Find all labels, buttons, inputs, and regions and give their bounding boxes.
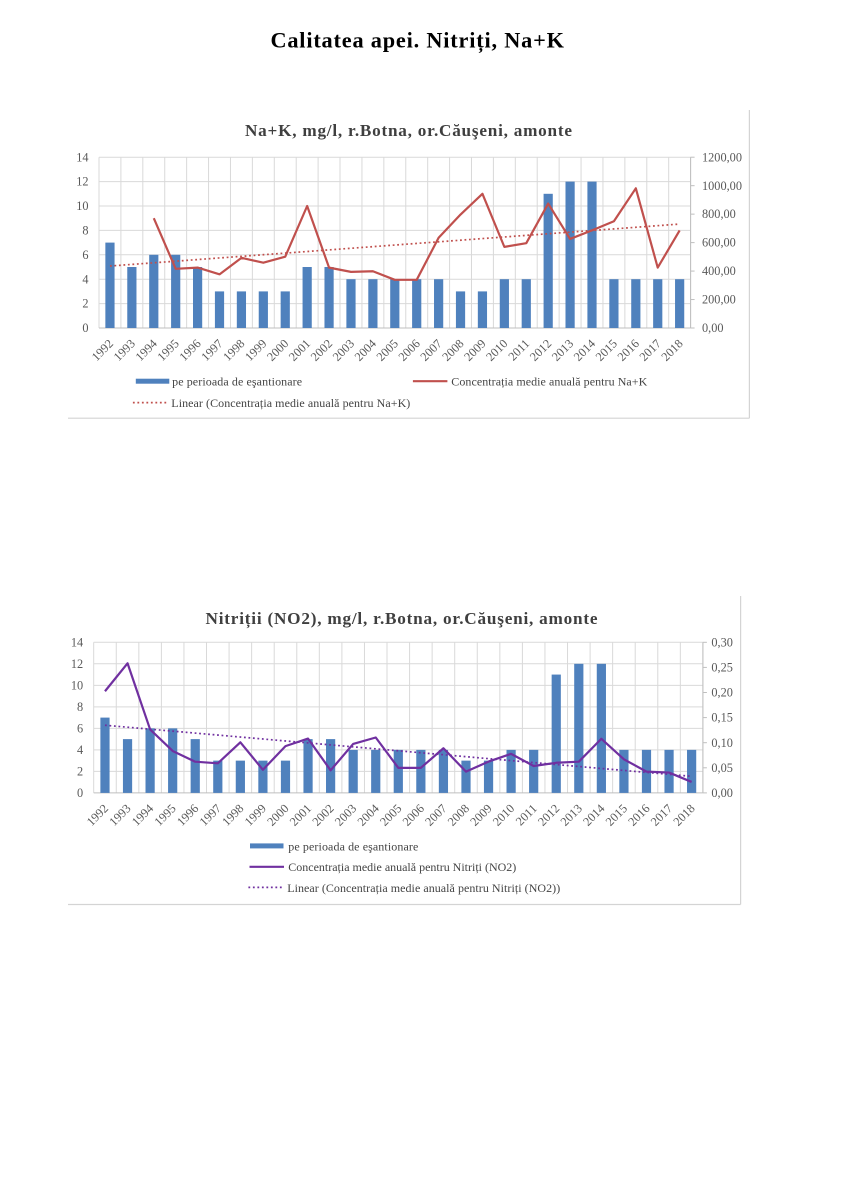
svg-text:12: 12 — [76, 175, 88, 189]
svg-text:2002: 2002 — [309, 801, 336, 828]
svg-text:2: 2 — [77, 764, 83, 778]
svg-text:6: 6 — [82, 248, 88, 262]
svg-text:12: 12 — [71, 657, 83, 671]
svg-text:2009: 2009 — [467, 801, 494, 828]
svg-text:1993: 1993 — [111, 337, 138, 364]
svg-text:0: 0 — [82, 321, 88, 335]
svg-text:1999: 1999 — [242, 801, 269, 828]
svg-text:2008: 2008 — [439, 337, 466, 364]
svg-text:2006: 2006 — [396, 337, 423, 364]
svg-text:1992: 1992 — [84, 801, 111, 828]
svg-text:0,10: 0,10 — [711, 736, 733, 750]
svg-text:0,15: 0,15 — [711, 711, 733, 725]
svg-text:2004: 2004 — [355, 801, 382, 828]
svg-text:2000: 2000 — [264, 801, 291, 828]
svg-text:1995: 1995 — [152, 801, 179, 828]
svg-text:1994: 1994 — [129, 801, 156, 828]
svg-text:1997: 1997 — [198, 337, 225, 364]
svg-text:1998: 1998 — [219, 801, 246, 828]
svg-text:2004: 2004 — [352, 337, 379, 364]
svg-text:2005: 2005 — [374, 337, 401, 364]
svg-text:1999: 1999 — [242, 337, 269, 364]
svg-text:10: 10 — [71, 678, 83, 692]
svg-text:2018: 2018 — [670, 801, 697, 828]
svg-text:2006: 2006 — [400, 801, 427, 828]
svg-text:2002: 2002 — [308, 337, 335, 364]
svg-text:1992: 1992 — [89, 337, 116, 364]
svg-text:4: 4 — [82, 272, 88, 286]
svg-text:0,05: 0,05 — [711, 761, 733, 775]
svg-text:14: 14 — [71, 635, 83, 649]
svg-text:2009: 2009 — [461, 337, 488, 364]
svg-text:2005: 2005 — [377, 801, 404, 828]
svg-text:200,00: 200,00 — [702, 293, 736, 307]
svg-text:2007: 2007 — [422, 801, 449, 828]
svg-text:1993: 1993 — [106, 801, 133, 828]
svg-text:2014: 2014 — [580, 801, 607, 828]
svg-text:2011: 2011 — [505, 337, 532, 364]
svg-text:2013: 2013 — [558, 801, 585, 828]
svg-text:2014: 2014 — [571, 337, 598, 364]
svg-text:0,25: 0,25 — [711, 661, 733, 675]
svg-text:1995: 1995 — [155, 337, 182, 364]
svg-text:Calitatea apei. Nitriți, Na+K: Calitatea apei. Nitriți, Na+K — [270, 28, 564, 54]
svg-text:1000,00: 1000,00 — [702, 179, 742, 193]
svg-text:2003: 2003 — [330, 337, 357, 364]
svg-text:400,00: 400,00 — [702, 264, 736, 278]
svg-text:Linear (Concentrația medie anu: Linear (Concentrația medie anuală pentru… — [287, 881, 560, 895]
svg-text:0: 0 — [77, 786, 83, 800]
svg-text:2016: 2016 — [615, 337, 642, 364]
svg-text:4: 4 — [77, 743, 83, 757]
svg-text:2010: 2010 — [483, 337, 510, 364]
svg-text:14: 14 — [76, 150, 88, 164]
svg-text:2007: 2007 — [417, 337, 444, 364]
svg-text:2015: 2015 — [593, 337, 620, 364]
svg-text:2000: 2000 — [264, 337, 291, 364]
svg-text:Na+K, mg/l, r.Botna, or.Căuşen: Na+K, mg/l, r.Botna, or.Căuşeni, amonte — [245, 121, 572, 140]
svg-text:2012: 2012 — [535, 801, 562, 828]
svg-text:2010: 2010 — [490, 801, 517, 828]
svg-text:800,00: 800,00 — [702, 207, 736, 221]
svg-text:2008: 2008 — [445, 801, 472, 828]
svg-text:1998: 1998 — [220, 337, 247, 364]
svg-text:Nitriții (NO2), mg/l, r.Botna,: Nitriții (NO2), mg/l, r.Botna, or.Căuşen… — [206, 609, 598, 629]
svg-text:2011: 2011 — [513, 801, 540, 828]
svg-text:2001: 2001 — [286, 337, 313, 364]
svg-text:Concentrația medie anuală pent: Concentrația medie anuală pentru Nitriți… — [288, 860, 516, 874]
svg-text:Linear (Concentrația medie anu: Linear (Concentrația medie anuală pentru… — [171, 396, 410, 410]
svg-text:8: 8 — [77, 700, 83, 714]
svg-text:0,20: 0,20 — [711, 686, 733, 700]
svg-text:1994: 1994 — [133, 337, 160, 364]
svg-text:Concentrația medie anuală pent: Concentrația medie anuală pentru Na+K — [451, 375, 647, 389]
svg-text:10: 10 — [76, 199, 88, 213]
svg-text:6: 6 — [77, 721, 83, 735]
svg-text:1200,00: 1200,00 — [702, 150, 742, 164]
svg-text:pe perioada de eşantionare: pe perioada de eşantionare — [172, 375, 302, 389]
svg-text:600,00: 600,00 — [702, 236, 736, 250]
svg-text:2: 2 — [82, 297, 88, 311]
svg-text:2017: 2017 — [637, 337, 664, 364]
svg-text:1996: 1996 — [176, 337, 203, 364]
svg-text:0,30: 0,30 — [711, 635, 733, 649]
svg-text:1996: 1996 — [174, 801, 201, 828]
svg-text:2012: 2012 — [527, 337, 554, 364]
svg-text:2016: 2016 — [625, 801, 652, 828]
svg-text:1997: 1997 — [197, 801, 224, 828]
svg-text:2001: 2001 — [287, 801, 314, 828]
svg-text:0,00: 0,00 — [711, 786, 733, 800]
svg-text:8: 8 — [82, 224, 88, 238]
svg-text:2017: 2017 — [648, 801, 675, 828]
svg-text:2003: 2003 — [332, 801, 359, 828]
svg-text:2015: 2015 — [603, 801, 630, 828]
svg-text:2018: 2018 — [658, 337, 685, 364]
svg-text:0,00: 0,00 — [702, 321, 724, 335]
svg-text:2013: 2013 — [549, 337, 576, 364]
svg-text:pe perioada de eşantionare: pe perioada de eşantionare — [288, 839, 418, 853]
